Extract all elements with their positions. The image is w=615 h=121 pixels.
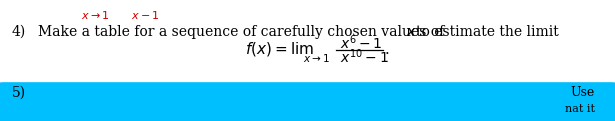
Text: $x^6 - 1$: $x^6 - 1$ xyxy=(340,34,383,52)
Text: $x\to1$: $x\to1$ xyxy=(303,52,330,64)
Text: $x$: $x$ xyxy=(406,25,417,39)
Text: to estimate the limit: to estimate the limit xyxy=(416,25,559,39)
Text: $x - 1$: $x - 1$ xyxy=(131,9,159,21)
Text: 5): 5) xyxy=(12,86,26,100)
Text: nat it: nat it xyxy=(565,104,595,114)
Text: Use: Use xyxy=(571,87,595,99)
Text: Make a table for a sequence of carefully chosen values of: Make a table for a sequence of carefully… xyxy=(38,25,444,39)
Text: 4): 4) xyxy=(12,25,26,39)
Text: .: . xyxy=(385,43,390,57)
Text: $f(x) = \lim$: $f(x) = \lim$ xyxy=(245,40,314,58)
Text: $x\to1$: $x\to1$ xyxy=(81,9,109,21)
Text: $x^{10} - 1$: $x^{10} - 1$ xyxy=(340,48,389,66)
